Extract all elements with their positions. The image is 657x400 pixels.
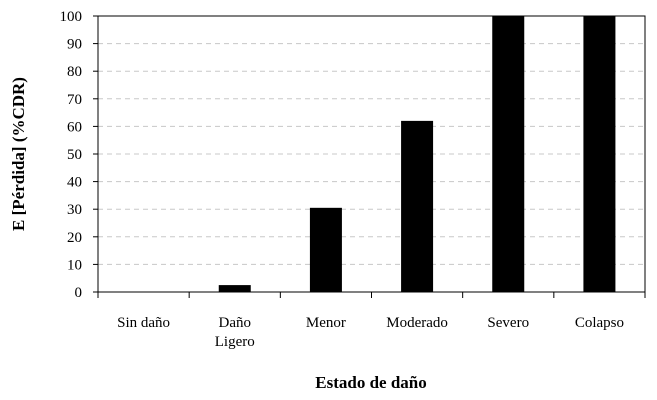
y-tick-label: 60 [67, 119, 82, 135]
y-tick-label: 0 [75, 285, 83, 301]
y-tick-label: 40 [67, 175, 82, 191]
y-tick-label: 20 [67, 230, 82, 246]
x-tick-label: Sin daño [117, 315, 170, 331]
y-tick-label: 30 [67, 202, 82, 218]
x-tick-label: Daño Ligero [215, 315, 255, 350]
y-tick-label: 70 [67, 92, 82, 108]
bar [401, 120, 434, 292]
x-tick-label: Menor [306, 315, 346, 331]
y-axis-title: E [Pérdida] (%CDR) [9, 77, 28, 231]
x-tick-label: Colapso [575, 315, 624, 331]
bar [492, 16, 525, 292]
bar [218, 285, 251, 292]
y-tick-label: 100 [60, 9, 83, 25]
x-tick-label: Severo [487, 315, 529, 331]
x-axis-title: Estado de daño [315, 373, 426, 392]
x-tick-label: Moderado [386, 315, 448, 331]
bar [309, 207, 342, 292]
y-tick-label: 10 [67, 257, 82, 273]
bar [583, 16, 616, 292]
y-tick-label: 80 [67, 64, 82, 80]
plot-frame [97, 15, 646, 293]
y-tick-label: 90 [67, 37, 82, 53]
y-tick-label: 50 [67, 147, 82, 163]
